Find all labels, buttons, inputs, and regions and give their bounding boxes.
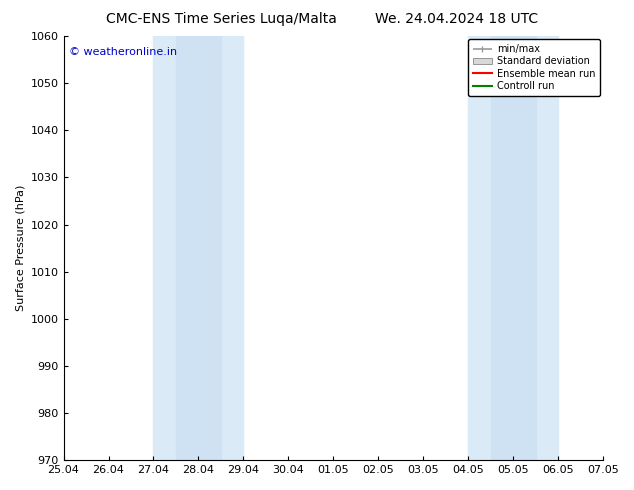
Bar <box>469 36 558 460</box>
Text: CMC-ENS Time Series Luqa/Malta: CMC-ENS Time Series Luqa/Malta <box>107 12 337 26</box>
Bar <box>491 36 536 460</box>
Bar <box>153 36 243 460</box>
Text: © weatheronline.in: © weatheronline.in <box>69 47 177 57</box>
Y-axis label: Surface Pressure (hPa): Surface Pressure (hPa) <box>15 185 25 311</box>
Bar <box>176 36 221 460</box>
Legend: min/max, Standard deviation, Ensemble mean run, Controll run: min/max, Standard deviation, Ensemble me… <box>468 39 600 96</box>
Text: We. 24.04.2024 18 UTC: We. 24.04.2024 18 UTC <box>375 12 538 26</box>
